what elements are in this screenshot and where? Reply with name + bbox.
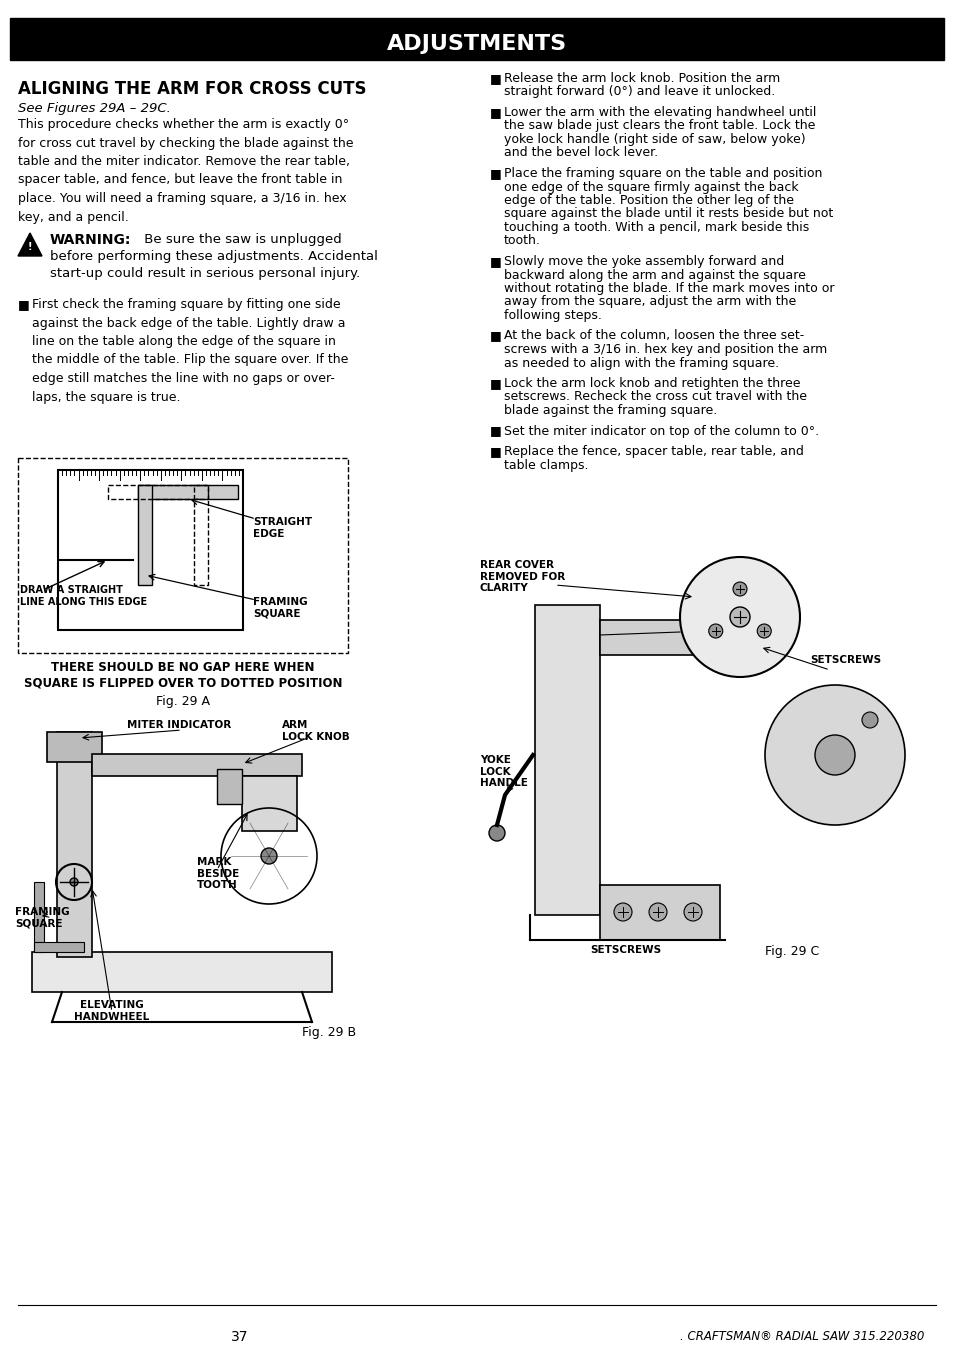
Text: screws with a 3/16 in. hex key and position the arm: screws with a 3/16 in. hex key and posit… (503, 342, 826, 356)
Circle shape (489, 825, 504, 841)
Text: THERE SHOULD BE NO GAP HERE WHEN: THERE SHOULD BE NO GAP HERE WHEN (51, 660, 314, 674)
Text: table clamps.: table clamps. (503, 458, 588, 472)
Bar (242, 776, 296, 830)
Text: the saw blade just clears the front table. Lock the: the saw blade just clears the front tabl… (503, 120, 815, 132)
Bar (58, 470, 243, 631)
Text: ■: ■ (490, 255, 501, 268)
Text: edge of the table. Position the other leg of the: edge of the table. Position the other le… (503, 194, 793, 207)
Text: as needed to align with the framing square.: as needed to align with the framing squa… (503, 356, 779, 370)
Text: WARNING:: WARNING: (50, 232, 132, 247)
Text: touching a tooth. With a pencil, mark beside this: touching a tooth. With a pencil, mark be… (503, 222, 808, 234)
Text: ADJUSTMENTS: ADJUSTMENTS (387, 34, 566, 54)
Text: tooth.: tooth. (503, 235, 540, 247)
Bar (216, 769, 242, 805)
Text: REAR COVER
REMOVED FOR
CLARITY: REAR COVER REMOVED FOR CLARITY (479, 560, 565, 593)
Text: Fig. 29 B: Fig. 29 B (302, 1026, 355, 1040)
Text: ■: ■ (490, 329, 501, 342)
Text: !: ! (28, 242, 32, 251)
Circle shape (732, 582, 746, 597)
Circle shape (729, 607, 749, 626)
Bar (599, 620, 760, 655)
Text: Fig. 29 C: Fig. 29 C (764, 945, 819, 958)
Circle shape (757, 624, 770, 637)
Circle shape (614, 902, 631, 921)
Text: Set the miter indicator on top of the column to 0°.: Set the miter indicator on top of the co… (503, 424, 819, 438)
Text: SETSCREWS: SETSCREWS (809, 655, 881, 665)
Circle shape (70, 878, 78, 886)
Text: ■: ■ (490, 167, 501, 179)
Text: ELEVATING
HANDWHEEL: ELEVATING HANDWHEEL (74, 1000, 150, 1022)
Text: ■: ■ (18, 298, 30, 311)
Text: At the back of the column, loosen the three set-: At the back of the column, loosen the th… (503, 329, 803, 342)
Text: straight forward (0°) and leave it unlocked.: straight forward (0°) and leave it unloc… (503, 86, 775, 98)
Bar (18, 458, 348, 654)
Circle shape (683, 902, 701, 921)
Text: Be sure the saw is unplugged: Be sure the saw is unplugged (140, 232, 341, 246)
Bar (599, 885, 720, 940)
Bar (535, 605, 599, 915)
Bar (138, 485, 237, 499)
Text: First check the framing square by fitting one side
against the back edge of the : First check the framing square by fittin… (32, 298, 348, 404)
Text: without rotating the blade. If the mark moves into or: without rotating the blade. If the mark … (503, 283, 834, 295)
Circle shape (648, 902, 666, 921)
Bar (138, 485, 152, 584)
Text: This procedure checks whether the arm is exactly 0°
for cross cut travel by chec: This procedure checks whether the arm is… (18, 118, 354, 223)
Bar (34, 882, 44, 953)
Text: ARM
LOCK KNOB: ARM LOCK KNOB (282, 720, 350, 742)
Text: away from the square, adjust the arm with the: away from the square, adjust the arm wit… (503, 295, 796, 308)
Bar (91, 754, 302, 776)
Bar (108, 485, 208, 499)
Text: setscrews. Recheck the cross cut travel with the: setscrews. Recheck the cross cut travel … (503, 390, 806, 404)
Text: MARK
BESIDE
TOOTH: MARK BESIDE TOOTH (196, 858, 239, 890)
Circle shape (764, 685, 904, 825)
Text: See Figures 29A – 29C.: See Figures 29A – 29C. (18, 102, 171, 116)
Text: ALIGNING THE ARM FOR CROSS CUTS: ALIGNING THE ARM FOR CROSS CUTS (18, 80, 366, 98)
Text: ■: ■ (490, 376, 501, 390)
Text: ■: ■ (490, 444, 501, 458)
Text: before performing these adjustments. Accidental: before performing these adjustments. Acc… (50, 250, 377, 264)
Text: MITER INDICATOR: MITER INDICATOR (127, 720, 231, 730)
Text: square against the blade until it rests beside but not: square against the blade until it rests … (503, 208, 832, 220)
Text: . CRAFTSMAN® RADIAL SAW 315.220380: . CRAFTSMAN® RADIAL SAW 315.220380 (679, 1330, 923, 1343)
Text: Place the framing square on the table and position: Place the framing square on the table an… (503, 167, 821, 179)
Circle shape (261, 848, 276, 864)
Bar (47, 733, 102, 762)
Text: and the bevel lock lever.: and the bevel lock lever. (503, 147, 658, 159)
Text: FRAMING
SQUARE: FRAMING SQUARE (15, 906, 70, 928)
Bar (34, 942, 84, 953)
Text: start-up could result in serious personal injury.: start-up could result in serious persona… (50, 266, 360, 280)
Text: Release the arm lock knob. Position the arm: Release the arm lock knob. Position the … (503, 72, 780, 86)
Text: Fig. 29 A: Fig. 29 A (156, 694, 210, 708)
Text: following steps.: following steps. (503, 308, 601, 322)
Text: ■: ■ (490, 424, 501, 438)
Text: STRAIGHT
EDGE: STRAIGHT EDGE (253, 516, 312, 538)
Text: Lower the arm with the elevating handwheel until: Lower the arm with the elevating handwhe… (503, 106, 816, 120)
Text: 37: 37 (231, 1330, 249, 1344)
Bar (10, 18, 943, 60)
Text: FRAMING
SQUARE: FRAMING SQUARE (253, 597, 307, 618)
Bar (193, 485, 208, 584)
Text: Lock the arm lock knob and retighten the three: Lock the arm lock knob and retighten the… (503, 376, 800, 390)
Text: YOKE
LOCK
HANDLE: YOKE LOCK HANDLE (479, 756, 527, 788)
Text: blade against the framing square.: blade against the framing square. (503, 404, 717, 417)
Text: SETSCREWS: SETSCREWS (589, 945, 660, 955)
Circle shape (814, 735, 854, 775)
Text: Slowly move the yoke assembly forward and: Slowly move the yoke assembly forward an… (503, 255, 783, 268)
Text: DRAW A STRAIGHT
LINE ALONG THIS EDGE: DRAW A STRAIGHT LINE ALONG THIS EDGE (20, 584, 147, 606)
Text: ■: ■ (490, 106, 501, 120)
Text: one edge of the square firmly against the back: one edge of the square firmly against th… (503, 181, 798, 193)
Text: backward along the arm and against the square: backward along the arm and against the s… (503, 269, 805, 281)
Text: Replace the fence, spacer table, rear table, and: Replace the fence, spacer table, rear ta… (503, 444, 803, 458)
Bar (57, 733, 91, 957)
Bar (32, 953, 332, 992)
Polygon shape (18, 232, 42, 255)
Circle shape (708, 624, 722, 637)
Text: SQUARE IS FLIPPED OVER TO DOTTED POSITION: SQUARE IS FLIPPED OVER TO DOTTED POSITIO… (24, 677, 342, 690)
Circle shape (862, 712, 877, 728)
Circle shape (679, 557, 800, 677)
Text: yoke lock handle (right side of saw, below yoke): yoke lock handle (right side of saw, bel… (503, 133, 804, 145)
Text: ■: ■ (490, 72, 501, 86)
